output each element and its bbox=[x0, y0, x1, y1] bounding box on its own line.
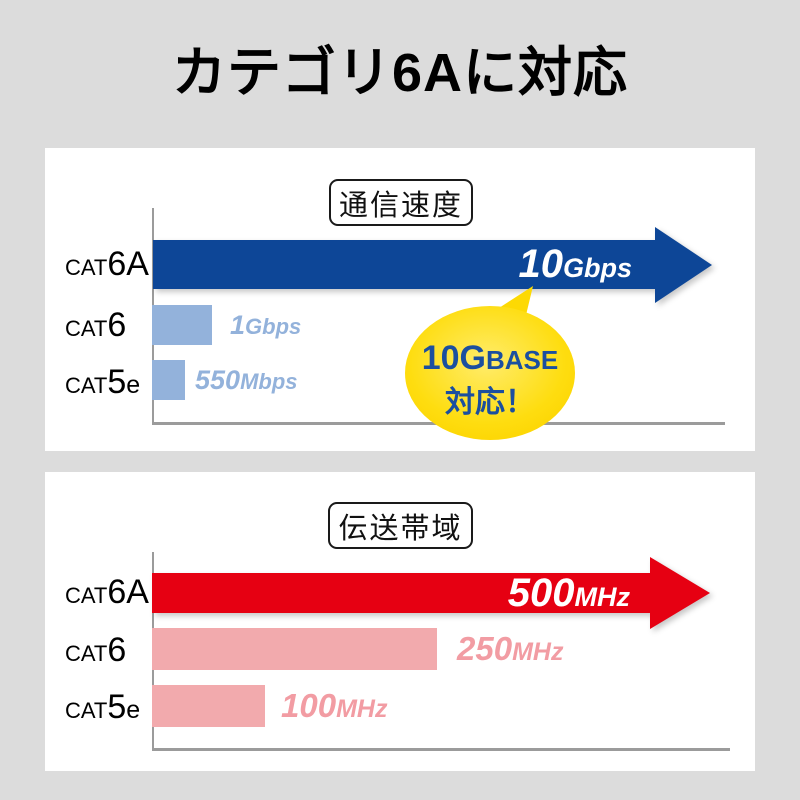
band-row-label-cat5e: CAT5e bbox=[65, 687, 140, 734]
cat-suffix: e bbox=[126, 371, 141, 399]
speed-chart-heading: 通信速度 bbox=[329, 179, 473, 226]
value-number: 100 bbox=[281, 687, 337, 724]
band-chart-x-axis bbox=[152, 748, 730, 751]
cat-number: 6 bbox=[107, 306, 127, 344]
cat-prefix: CAT bbox=[65, 583, 108, 608]
cat5e-speed-bar bbox=[152, 360, 185, 400]
value-unit: Gbps bbox=[245, 314, 302, 339]
cat6-band-bar bbox=[152, 628, 437, 670]
cat-prefix: CAT bbox=[65, 373, 108, 398]
cat6a-speed-arrow bbox=[153, 227, 712, 303]
band-row-label-cat6: CAT6 bbox=[65, 630, 126, 677]
value-unit: MHz bbox=[336, 695, 388, 723]
callout-line2: 対応！ bbox=[445, 386, 535, 419]
callout-line1-big: 10G bbox=[421, 339, 486, 377]
cat6-band-value: 250MHz bbox=[457, 628, 563, 677]
cat5e-band-value: 100MHz bbox=[281, 685, 387, 734]
speed-chart-panel: 通信速度 CAT6A CAT6 CAT5e 10Gbps 1Gbps 550Mb… bbox=[45, 148, 755, 451]
cat5e-band-bar bbox=[152, 685, 265, 727]
cat6a-speed-value: 10Gbps bbox=[152, 240, 646, 288]
cat-number: 6 bbox=[107, 631, 127, 669]
band-chart-panel: 伝送帯域 CAT6A CAT6 CAT5e 500MHz 250MHz 100M… bbox=[45, 472, 755, 771]
speed-row-label-cat6: CAT6 bbox=[65, 305, 126, 352]
value-number: 550 bbox=[195, 365, 241, 395]
band-chart-heading: 伝送帯域 bbox=[328, 502, 473, 549]
value-unit: MHz bbox=[574, 582, 631, 612]
callout-bubble-text: 10GBASE 対応！ bbox=[400, 340, 580, 423]
speed-chart-heading-label: 通信速度 bbox=[338, 189, 463, 222]
cat-number: 6A bbox=[107, 573, 149, 611]
band-chart-heading-label: 伝送帯域 bbox=[338, 512, 463, 545]
cat5e-speed-value: 550Mbps bbox=[195, 360, 298, 405]
value-number: 10 bbox=[518, 242, 563, 286]
callout-line1: 10GBASE bbox=[400, 340, 580, 383]
callout-bubble-body bbox=[405, 306, 575, 440]
cat-prefix: CAT bbox=[65, 698, 108, 723]
cat-prefix: CAT bbox=[65, 316, 108, 341]
value-unit: Gbps bbox=[562, 253, 632, 283]
callout-line1-small: BASE bbox=[486, 345, 559, 375]
cat6-speed-bar bbox=[152, 305, 212, 345]
cat6a-band-value: 500MHz bbox=[152, 573, 642, 613]
value-number: 1 bbox=[230, 310, 246, 340]
cat6a-band-arrow bbox=[152, 557, 710, 629]
cat6a-speed-arrow-shape bbox=[153, 227, 712, 303]
value-unit: MHz bbox=[512, 638, 564, 666]
value-unit: Mbps bbox=[240, 369, 298, 394]
cat-number: 5 bbox=[107, 363, 127, 401]
page-title: カテゴリ6Aに対応 bbox=[171, 43, 629, 103]
callout-bubble bbox=[405, 286, 575, 440]
value-number: 250 bbox=[457, 630, 513, 667]
value-number: 500 bbox=[507, 571, 575, 615]
speed-row-label-cat5e: CAT5e bbox=[65, 362, 140, 409]
cat-prefix: CAT bbox=[65, 641, 108, 666]
cat6-speed-value: 1Gbps bbox=[230, 305, 301, 350]
cat-number: 6A bbox=[107, 245, 149, 283]
cat6a-band-arrow-shape bbox=[152, 557, 710, 629]
cat-number: 5 bbox=[107, 688, 127, 726]
cat-prefix: CAT bbox=[65, 255, 108, 280]
speed-row-label-cat6a: CAT6A bbox=[65, 244, 149, 291]
cat-suffix: e bbox=[126, 696, 141, 724]
band-row-label-cat6a: CAT6A bbox=[65, 572, 149, 619]
